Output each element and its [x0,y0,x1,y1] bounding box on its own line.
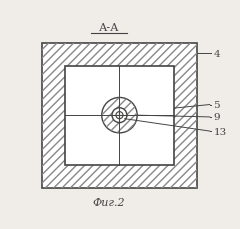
Bar [42,43,197,188]
Text: 13: 13 [213,127,227,136]
Bar [65,66,174,165]
Text: 4: 4 [213,49,220,58]
Text: 5: 5 [213,101,220,109]
Circle shape [102,98,137,133]
Circle shape [112,108,127,123]
Bar [42,43,197,188]
Text: Фиг.2: Фиг.2 [92,197,125,207]
Circle shape [116,112,123,119]
Text: 9: 9 [213,113,220,122]
Text: А-А: А-А [99,23,119,33]
